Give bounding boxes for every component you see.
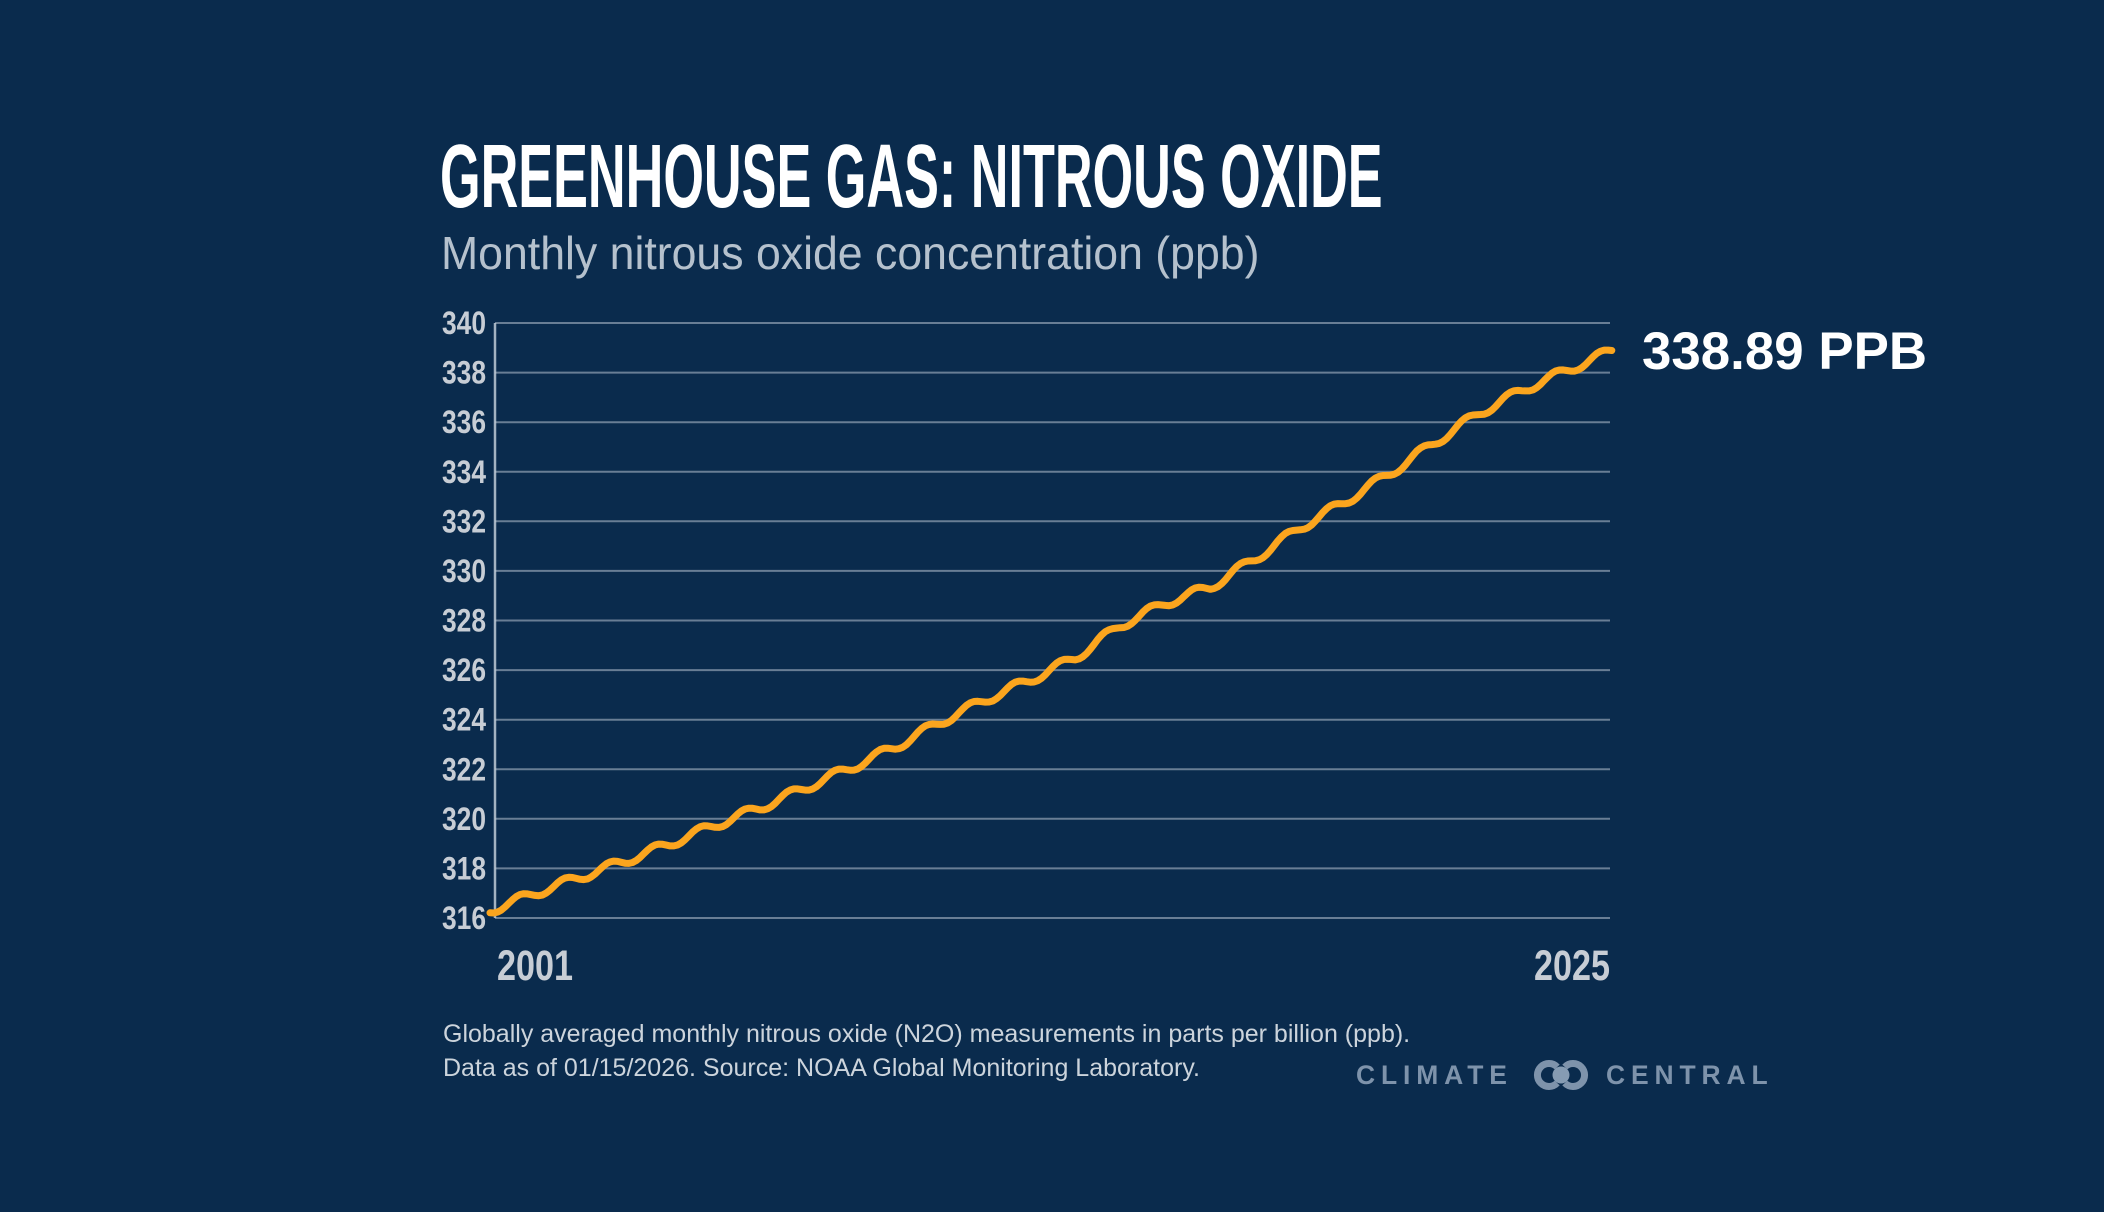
interlocking-rings-icon (1533, 1060, 1589, 1090)
footnote: Globally averaged monthly nitrous oxide … (443, 1017, 1410, 1085)
page-title: GREENHOUSE GAS: NITROUS OXIDE (440, 127, 1383, 227)
footnote-line-2: Data as of 01/15/2026. Source: NOAA Glob… (443, 1054, 1200, 1082)
y-tick-label: 324 (442, 702, 486, 738)
y-tick-label: 330 (442, 553, 486, 589)
x-tick-label: 2001 (497, 942, 573, 990)
latest-value-label: 338.89 PPB (1642, 322, 1927, 381)
y-tick-label: 320 (442, 801, 486, 837)
y-tick-label: 334 (442, 454, 486, 490)
x-tick-label: 2025 (1534, 942, 1610, 990)
y-tick-label: 322 (442, 751, 486, 787)
y-tick-label: 316 (442, 900, 486, 936)
y-tick-label: 338 (442, 355, 486, 391)
logo-word-climate: CLIMATE (1356, 1059, 1513, 1090)
y-tick-label: 332 (442, 503, 486, 539)
y-tick-label: 326 (442, 652, 486, 688)
y-tick-label: 328 (442, 603, 486, 639)
y-tick-label: 336 (442, 404, 486, 440)
y-tick-label: 340 (442, 305, 486, 341)
y-tick-label: 318 (442, 850, 486, 886)
logo-word-central: CENTRAL (1605, 1059, 1774, 1090)
climate-central-logo: CLIMATE CENTRAL (1356, 1052, 1777, 1098)
n2o-concentration-line (486, 346, 1616, 917)
page-subtitle: Monthly nitrous oxide concentration (ppb… (441, 227, 1260, 279)
footnote-line-1: Globally averaged monthly nitrous oxide … (443, 1020, 1411, 1048)
